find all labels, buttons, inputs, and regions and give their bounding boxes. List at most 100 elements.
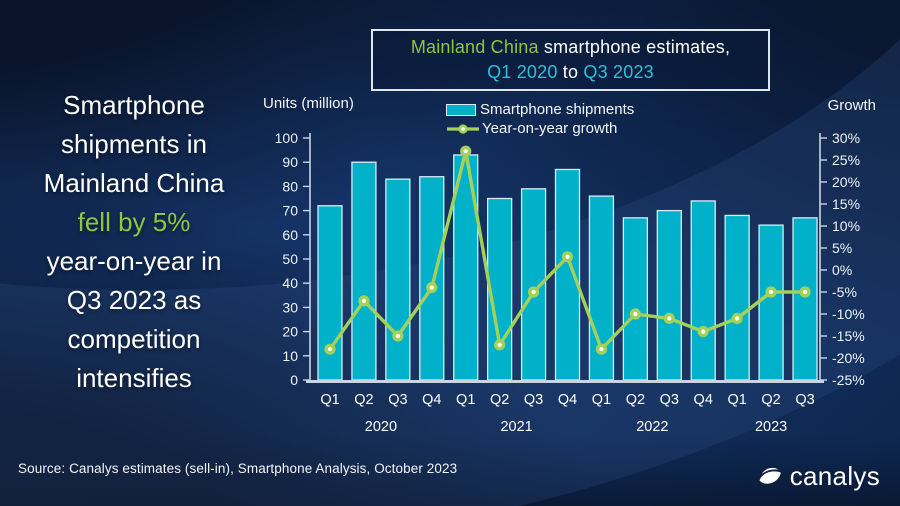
svg-text:50: 50 — [282, 251, 298, 267]
right-axis: 30% 25% 20% 15% 10% 5% 0% -5% -10% -15% -20% -25% — [820, 130, 865, 388]
growth-marker — [392, 330, 404, 342]
growth-marker — [527, 286, 540, 298]
svg-text:100: 100 — [275, 130, 299, 146]
legend-label: Year-on-year growth — [482, 120, 618, 137]
growth-marker — [663, 312, 675, 324]
bar-Q4-3 — [419, 176, 445, 381]
growth-marker — [460, 145, 472, 157]
growth-marker — [765, 286, 777, 298]
svg-text:Q3: Q3 — [795, 392, 814, 408]
bar-Q3-2 — [385, 178, 411, 381]
svg-text:-15%: -15% — [832, 328, 865, 344]
growth-marker — [595, 343, 608, 355]
headline-line: intensifies — [76, 363, 192, 393]
bar-Q2-1 — [351, 161, 377, 381]
left-axis: 0 10 20 30 40 50 60 70 80 90 100 — [275, 130, 310, 388]
canalys-logo-icon — [759, 467, 781, 484]
canalys-logo: canalys — [757, 461, 880, 492]
bar-Q2-5 — [486, 197, 513, 381]
source-note: Source: Canalys estimates (sell-in), Sma… — [18, 461, 458, 476]
left-axis-title: Units (million) — [263, 95, 354, 112]
chart-title-line2: Q1 2020 to Q3 2023 — [373, 60, 768, 85]
bar-Q1-12 — [724, 214, 750, 381]
svg-text:2020: 2020 — [365, 419, 397, 435]
growth-marker-center — [361, 298, 367, 303]
growth-marker — [561, 251, 574, 263]
growth-marker-center — [327, 347, 333, 352]
svg-text:Q1: Q1 — [727, 392, 746, 408]
line-swatch-icon — [447, 123, 479, 134]
growth-marker-center — [497, 342, 502, 347]
svg-text:60: 60 — [282, 227, 298, 243]
svg-text:5%: 5% — [832, 240, 852, 256]
title-start-quarter: Q1 2020 — [487, 62, 558, 82]
growth-markers — [324, 145, 811, 355]
svg-text:90: 90 — [282, 154, 298, 170]
headline-line: fell by 5% — [77, 207, 191, 237]
growth-marker — [799, 286, 811, 298]
bar-Q3-10 — [656, 209, 682, 381]
growth-marker-center — [395, 333, 400, 339]
chart-title-line1: Mainland China smartphone estimates, — [373, 35, 768, 60]
svg-text:Q1: Q1 — [592, 392, 611, 408]
svg-text:30: 30 — [282, 299, 298, 315]
legend: Smartphone shipments Year-on-year growth — [446, 101, 634, 139]
svg-text:20: 20 — [282, 324, 298, 340]
svg-text:2021: 2021 — [500, 419, 532, 435]
bar-Q4-7 — [554, 168, 581, 381]
headline-line: year-on-year in — [46, 246, 222, 276]
growth-marker-center — [429, 285, 434, 290]
legend-item-growth: Year-on-year growth — [446, 120, 634, 137]
title-rest: smartphone estimates, — [538, 37, 731, 57]
svg-text:30%: 30% — [832, 130, 860, 146]
headline-line: Q3 2023 as — [66, 285, 202, 315]
svg-text:-20%: -20% — [832, 350, 865, 366]
svg-text:20%: 20% — [832, 174, 860, 190]
growth-marker-center — [735, 316, 740, 321]
svg-text:-25%: -25% — [832, 372, 865, 388]
growth-marker-center — [463, 149, 468, 154]
svg-text:70: 70 — [282, 203, 298, 219]
svg-text:-10%: -10% — [832, 306, 865, 322]
svg-text:Q3: Q3 — [660, 392, 679, 408]
right-axis-title: Growth — [827, 97, 876, 114]
title-to: to — [557, 62, 584, 82]
svg-text:Q4: Q4 — [694, 392, 713, 408]
svg-text:Q4: Q4 — [558, 392, 577, 408]
growth-marker — [697, 326, 709, 338]
headline-line: shipments in — [61, 129, 207, 159]
bars-group — [317, 154, 818, 381]
svg-text:Q2: Q2 — [626, 392, 645, 408]
svg-text:Q4: Q4 — [422, 392, 441, 408]
svg-text:10%: 10% — [832, 218, 860, 234]
growth-line — [328, 149, 807, 351]
title-end-quarter: Q3 2023 — [583, 62, 654, 82]
bar-Q3-6 — [520, 188, 547, 381]
growth-marker-center — [599, 347, 604, 352]
axes — [309, 133, 821, 380]
headline-line: Mainland China — [43, 168, 225, 198]
growth-marker-center — [802, 289, 808, 295]
growth-marker — [731, 312, 743, 324]
growth-marker-center — [531, 289, 536, 295]
title-highlight-region: Mainland China — [410, 37, 539, 57]
legend-label: Smartphone shipments — [480, 101, 635, 118]
bar-Q2-13 — [758, 224, 784, 381]
growth-marker-center — [701, 329, 706, 334]
svg-text:40: 40 — [282, 275, 298, 291]
growth-marker-center — [768, 289, 774, 295]
bar-Q4-11 — [690, 200, 716, 381]
chart-title-box: Mainland China smartphone estimates, Q1 … — [371, 29, 770, 91]
x-axis-labels: Q1 Q2 Q3 Q4 Q1 Q2 Q3 Q4 Q1 Q2 Q3 Q4 Q1 Q2 Q3 — [320, 392, 814, 408]
bar-Q1-0 — [317, 205, 343, 381]
headline-line: competition — [67, 324, 201, 354]
svg-text:2023: 2023 — [755, 419, 787, 435]
growth-marker-center — [633, 311, 638, 317]
bar-Q3-14 — [792, 217, 818, 381]
canalys-wordmark: canalys — [789, 461, 880, 491]
headline-line: Smartphone — [63, 90, 205, 120]
growth-marker — [358, 295, 370, 307]
bar-Q2-9 — [622, 217, 649, 381]
svg-text:2022: 2022 — [636, 419, 668, 435]
